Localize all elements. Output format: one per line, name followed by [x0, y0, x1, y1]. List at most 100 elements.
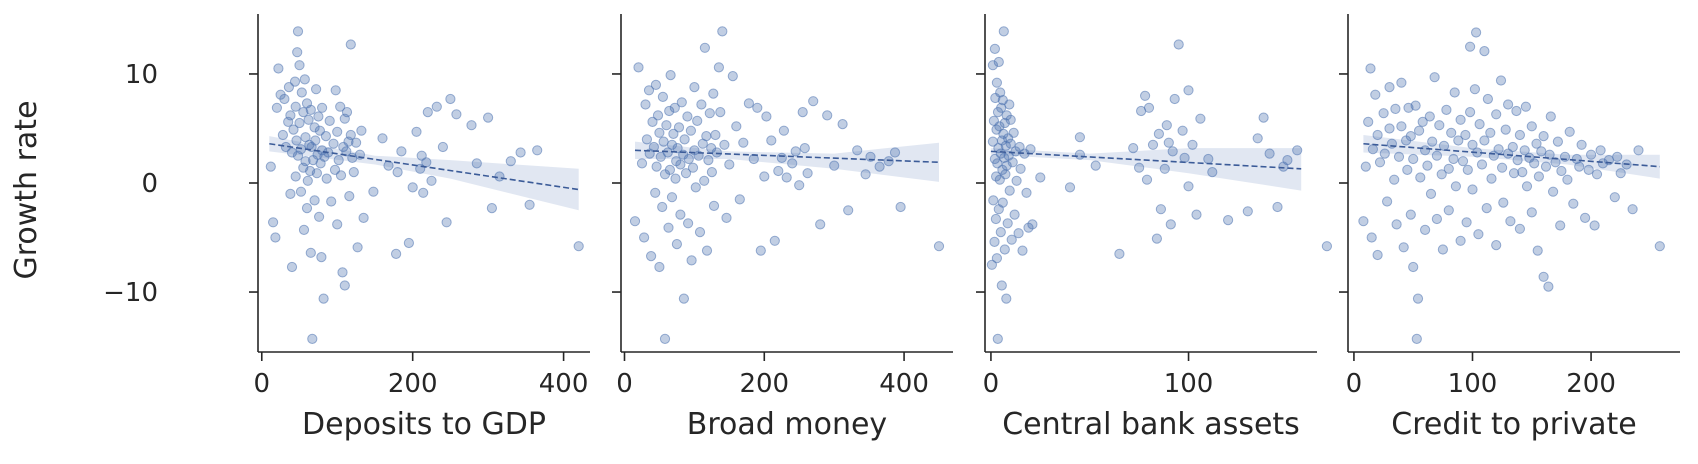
data-point — [759, 171, 770, 182]
data-point — [721, 212, 732, 223]
data-point — [1372, 249, 1383, 261]
data-point — [1531, 138, 1542, 149]
x-tick-label: 0 — [253, 369, 270, 399]
data-point — [515, 147, 526, 158]
data-point — [1446, 127, 1457, 138]
data-point — [1005, 138, 1016, 149]
data-point — [1242, 206, 1253, 217]
data-point — [305, 247, 316, 258]
x-axis-title: Central bank assets — [1002, 407, 1300, 442]
data-point — [345, 129, 356, 141]
data-point — [706, 167, 718, 178]
data-point — [1169, 93, 1180, 105]
data-point — [687, 162, 699, 173]
data-point — [822, 110, 833, 121]
data-point — [332, 126, 343, 137]
data-point — [1512, 155, 1523, 166]
data-point — [403, 237, 414, 249]
data-point — [692, 115, 703, 127]
data-point — [345, 39, 356, 50]
data-point — [1576, 139, 1587, 150]
data-point — [1412, 293, 1424, 304]
data-point — [790, 146, 801, 157]
data-point — [1321, 241, 1333, 252]
data-point — [1612, 151, 1623, 162]
data-point — [1004, 185, 1015, 196]
data-point — [1258, 112, 1269, 123]
data-point — [1006, 234, 1017, 245]
data-point — [711, 147, 722, 158]
data-point — [639, 232, 650, 243]
data-point — [311, 168, 322, 179]
data-point — [291, 135, 302, 146]
data-point — [1465, 107, 1476, 118]
data-point — [1128, 143, 1139, 154]
data-point — [451, 109, 462, 120]
data-point — [335, 101, 346, 112]
data-point — [794, 180, 805, 191]
data-point — [988, 195, 999, 206]
data-point — [1486, 173, 1497, 184]
data-point — [1476, 159, 1488, 170]
data-point — [1471, 27, 1482, 38]
data-point — [1609, 192, 1620, 203]
data-point — [1574, 161, 1585, 172]
data-point — [683, 218, 694, 229]
data-point — [650, 79, 662, 91]
data-point — [383, 160, 394, 171]
data-point — [694, 227, 706, 238]
data-point — [1396, 77, 1407, 88]
data-point — [1431, 213, 1443, 225]
data-point — [1543, 281, 1554, 292]
data-point — [310, 135, 321, 146]
x-tick-label: 100 — [1164, 369, 1214, 399]
data-point — [657, 91, 669, 103]
data-point — [1437, 244, 1449, 255]
confidence-band — [269, 136, 579, 211]
data-point — [661, 120, 672, 131]
data-point — [445, 93, 456, 105]
data-point — [1438, 140, 1450, 151]
data-point — [1064, 182, 1076, 193]
data-point — [377, 133, 388, 144]
data-point — [1550, 157, 1561, 168]
data-point — [717, 26, 728, 37]
data-point — [773, 165, 784, 177]
data-point — [1455, 114, 1466, 125]
data-point — [802, 168, 813, 179]
data-point — [1503, 99, 1514, 110]
data-point — [285, 188, 296, 199]
data-point — [696, 99, 707, 110]
data-point — [270, 232, 281, 243]
data-point — [1005, 114, 1016, 125]
data-point — [1183, 85, 1194, 96]
data-point — [1482, 93, 1494, 105]
data-point — [669, 102, 680, 113]
data-point — [1017, 245, 1028, 256]
data-point — [1035, 172, 1046, 183]
data-point — [1564, 126, 1575, 137]
data-point — [1001, 293, 1012, 304]
data-point — [664, 164, 676, 175]
data-point — [1177, 125, 1188, 136]
data-point — [663, 222, 674, 233]
data-point — [1389, 174, 1400, 185]
x-tick-label: 100 — [1448, 369, 1498, 399]
data-point — [358, 212, 369, 223]
data-point — [778, 125, 790, 136]
data-point — [689, 82, 700, 93]
x-tick-label: 400 — [879, 369, 929, 399]
data-point — [1474, 119, 1485, 130]
data-point — [1526, 121, 1537, 132]
data-point — [1163, 137, 1174, 148]
data-point — [1453, 135, 1464, 146]
data-point — [333, 155, 344, 166]
data-point — [666, 139, 678, 150]
data-point — [1595, 145, 1606, 156]
data-point — [1151, 233, 1163, 244]
data-point — [675, 159, 686, 170]
data-point — [1396, 121, 1407, 132]
x-axis-title: Credit to private — [1391, 407, 1636, 442]
data-point — [799, 143, 810, 154]
